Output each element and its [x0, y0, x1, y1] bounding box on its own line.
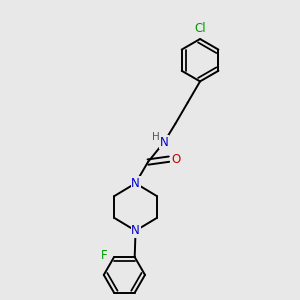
- Text: O: O: [171, 153, 180, 166]
- Text: N: N: [160, 136, 169, 148]
- Text: N: N: [131, 177, 140, 190]
- Text: N: N: [131, 224, 140, 237]
- Text: H: H: [152, 132, 160, 142]
- Text: F: F: [101, 249, 108, 262]
- Text: Cl: Cl: [195, 22, 206, 35]
